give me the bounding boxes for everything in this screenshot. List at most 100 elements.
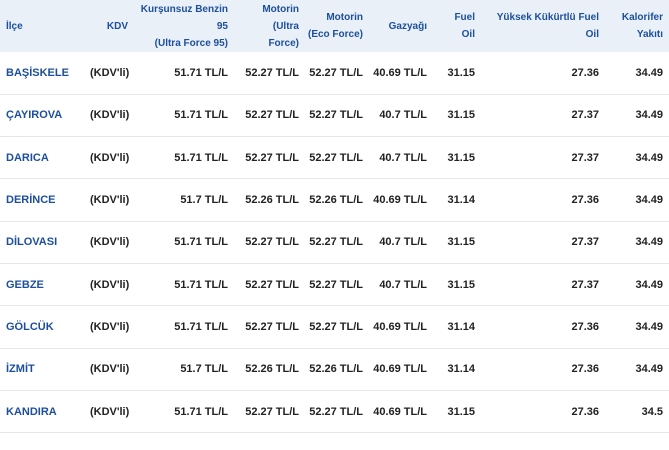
header-fuel-oil[interactable]: Fuel Oil <box>433 0 481 52</box>
header-motorin-eco[interactable]: Motorin (Eco Force) <box>305 0 369 52</box>
fuel-oil-price-cell: 31.15 <box>447 405 475 418</box>
district-cell[interactable]: DİLOVASI <box>6 236 58 249</box>
header-line: Yüksek Kükürtlü Fuel <box>496 12 599 23</box>
district-cell[interactable]: BAŞİSKELE <box>6 66 69 79</box>
fuel-oil-price-cell: 31.14 <box>447 320 475 333</box>
header-line: Gazyağı <box>388 20 427 32</box>
kalorifer-price-cell: 34.49 <box>635 278 663 291</box>
kalorifer-price-cell: 34.49 <box>635 151 663 164</box>
table-row: ÇAYIROVA (KDV'li) 51.71 TL/L 52.27 TL/L 52.2… <box>0 94 669 137</box>
header-line: Yakıtı <box>636 29 663 40</box>
table-header-row: İlçe KDV Kurşunsuz Benzin 95 (Ultra Forc… <box>0 0 669 52</box>
kdv-cell: (KDV'li) <box>90 405 130 418</box>
table-row: KANDIRA (KDV'li) 51.71 TL/L 52.27 TL/L 52.27… <box>0 390 669 433</box>
header-kalorifer[interactable]: Kalorifer Yakıtı <box>605 0 669 52</box>
header-line: İlçe <box>6 20 23 32</box>
table-row: GEBZE (KDV'li) 51.71 TL/L 52.27 TL/L 52.27 T… <box>0 263 669 306</box>
benzin-price-cell: 51.71 TL/L <box>174 151 228 164</box>
fuel-oil-price-cell: 31.15 <box>447 278 475 291</box>
kalorifer-price-cell: 34.49 <box>635 66 663 79</box>
kalorifer-price-cell: 34.49 <box>635 109 663 122</box>
header-line: Force) <box>268 37 299 49</box>
table-body: BAŞİSKELE (KDV'li) 51.71 TL/L 52.27 TL/L 52.… <box>0 52 669 433</box>
gazyagi-price-cell: 40.7 TL/L <box>379 278 427 291</box>
motorin-ultra-price-cell: 52.27 TL/L <box>245 66 299 79</box>
yuksek-kukurtlu-price-cell: 27.37 <box>571 151 599 164</box>
header-line: Oil <box>461 29 475 40</box>
benzin-price-cell: 51.71 TL/L <box>174 109 228 122</box>
header-line: (Ultra <box>272 20 299 32</box>
motorin-eco-price-cell: 52.27 TL/L <box>309 405 363 418</box>
header-line: (Eco Force) <box>307 29 363 40</box>
benzin-price-cell: 51.71 TL/L <box>174 405 228 418</box>
yuksek-kukurtlu-price-cell: 27.37 <box>571 109 599 122</box>
motorin-ultra-price-cell: 52.27 TL/L <box>245 320 299 333</box>
kdv-cell: (KDV'li) <box>90 194 130 207</box>
kalorifer-price-cell: 34.49 <box>635 236 663 249</box>
benzin-price-cell: 51.71 TL/L <box>174 320 228 333</box>
district-cell[interactable]: GÖLCÜK <box>6 320 54 333</box>
district-cell[interactable]: GEBZE <box>6 278 44 291</box>
header-line: Kurşunsuz Benzin <box>140 3 228 15</box>
gazyagi-price-cell: 40.7 TL/L <box>379 236 427 249</box>
header-motorin-ultra[interactable]: Motorin (Ultra Force) <box>234 0 305 52</box>
kdv-cell: (KDV'li) <box>90 151 130 164</box>
header-line: Kalorifer <box>621 12 663 23</box>
motorin-ultra-price-cell: 52.27 TL/L <box>245 109 299 122</box>
benzin-price-cell: 51.7 TL/L <box>180 363 228 376</box>
gazyagi-price-cell: 40.69 TL/L <box>373 320 427 333</box>
fuel-oil-price-cell: 31.15 <box>447 66 475 79</box>
fuel-oil-price-cell: 31.15 <box>447 151 475 164</box>
table-row: DARICA (KDV'li) 51.71 TL/L 52.27 TL/L 52.27 … <box>0 137 669 179</box>
yuksek-kukurtlu-price-cell: 27.37 <box>571 236 599 249</box>
header-yuksek-kukurtlu[interactable]: Yüksek Kükürtlü Fuel Oil <box>481 0 605 52</box>
gazyagi-price-cell: 40.7 TL/L <box>379 109 427 122</box>
kdv-cell: (KDV'li) <box>90 109 130 122</box>
header-gazyagi[interactable]: Gazyağı <box>369 0 433 52</box>
fuel-oil-price-cell: 31.14 <box>447 194 475 207</box>
district-cell[interactable]: ÇAYIROVA <box>6 109 63 122</box>
yuksek-kukurtlu-price-cell: 27.37 <box>571 278 599 291</box>
yuksek-kukurtlu-price-cell: 27.36 <box>571 405 599 418</box>
fuel-oil-price-cell: 31.15 <box>447 109 475 122</box>
gazyagi-price-cell: 40.69 TL/L <box>373 66 427 79</box>
motorin-eco-price-cell: 52.27 TL/L <box>309 66 363 79</box>
kdv-cell: (KDV'li) <box>90 236 130 249</box>
table-row: DERİNCE (KDV'li) 51.7 TL/L 52.26 TL/L 52.26 … <box>0 179 669 222</box>
district-cell[interactable]: DARICA <box>6 151 49 164</box>
motorin-ultra-price-cell: 52.27 TL/L <box>245 236 299 249</box>
header-benzin[interactable]: Kurşunsuz Benzin 95 (Ultra Force 95) <box>134 0 234 52</box>
benzin-price-cell: 51.71 TL/L <box>174 278 228 291</box>
district-cell[interactable]: KANDIRA <box>6 405 57 418</box>
header-line: Oil <box>585 29 599 40</box>
fuel-price-table: İlçe KDV Kurşunsuz Benzin 95 (Ultra Forc… <box>0 0 669 433</box>
motorin-eco-price-cell: 52.26 TL/L <box>309 194 363 207</box>
benzin-price-cell: 51.71 TL/L <box>174 66 228 79</box>
header-line: Motorin <box>326 12 363 23</box>
yuksek-kukurtlu-price-cell: 27.36 <box>571 194 599 207</box>
district-cell[interactable]: İZMİT <box>6 363 35 376</box>
yuksek-kukurtlu-price-cell: 27.36 <box>571 320 599 333</box>
gazyagi-price-cell: 40.69 TL/L <box>373 405 427 418</box>
benzin-price-cell: 51.7 TL/L <box>180 194 228 207</box>
district-cell[interactable]: DERİNCE <box>6 194 56 207</box>
kalorifer-price-cell: 34.49 <box>635 320 663 333</box>
motorin-eco-price-cell: 52.27 TL/L <box>309 151 363 164</box>
motorin-ultra-price-cell: 52.27 TL/L <box>245 151 299 164</box>
fuel-oil-price-cell: 31.15 <box>447 236 475 249</box>
header-ilce[interactable]: İlçe <box>0 0 80 52</box>
benzin-price-cell: 51.71 TL/L <box>174 236 228 249</box>
kdv-cell: (KDV'li) <box>90 66 130 79</box>
motorin-eco-price-cell: 52.26 TL/L <box>309 363 363 376</box>
kdv-cell: (KDV'li) <box>90 363 130 376</box>
motorin-eco-price-cell: 52.27 TL/L <box>309 278 363 291</box>
table-row: GÖLCÜK (KDV'li) 51.71 TL/L 52.27 TL/L 52.27 … <box>0 306 669 349</box>
motorin-ultra-price-cell: 52.27 TL/L <box>245 405 299 418</box>
gazyagi-price-cell: 40.7 TL/L <box>379 151 427 164</box>
motorin-ultra-price-cell: 52.26 TL/L <box>245 194 299 207</box>
kdv-cell: (KDV'li) <box>90 278 130 291</box>
header-kdv[interactable]: KDV <box>80 0 134 52</box>
motorin-ultra-price-cell: 52.26 TL/L <box>245 363 299 376</box>
gazyagi-price-cell: 40.69 TL/L <box>373 363 427 376</box>
table-row: İZMİT (KDV'li) 51.7 TL/L 52.26 TL/L 52.26 TL… <box>0 348 669 391</box>
